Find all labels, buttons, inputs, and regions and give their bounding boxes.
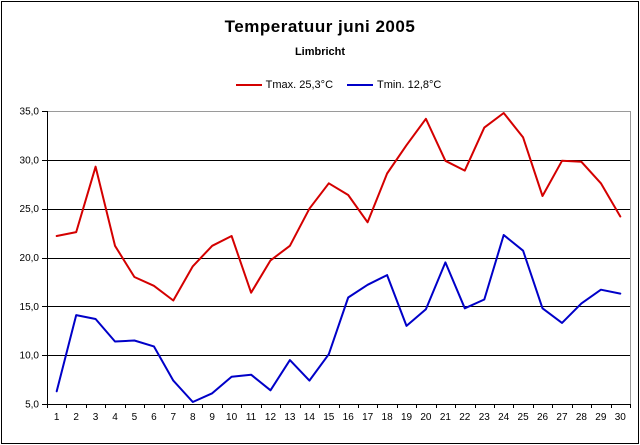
series-line-tmax [55,112,622,302]
x-tick-label: 28 [576,412,588,423]
x-tick-label: 5 [132,412,138,423]
series-line-tmin [55,234,622,403]
x-tick-label: 4 [112,412,118,423]
y-tick-label: 20,0 [20,253,40,264]
x-tick-label: 20 [420,412,432,423]
y-tick-label: 15,0 [20,302,40,313]
x-tick-label: 7 [171,412,177,423]
x-tick-label: 22 [459,412,471,423]
legend-label-tmax: Tmax. 25,3°C [265,79,334,91]
x-tick-label: 18 [382,412,394,423]
y-tick-label: 35,0 [20,107,40,118]
x-tick-label: 29 [595,412,607,423]
x-tick-label: 27 [556,412,568,423]
x-tick-label: 26 [537,412,549,423]
x-tick-label: 10 [226,412,238,423]
chart-title: Temperatuur juni 2005 [224,17,416,36]
x-tick-label: 9 [209,412,215,423]
x-tick-label: 2 [73,412,79,423]
x-tick-label: 3 [93,412,99,423]
x-tick-label: 21 [440,412,452,423]
x-tick-label: 1 [54,412,60,423]
x-tick-label: 12 [265,412,277,423]
legend-item-tmax: Tmax. 25,3°C [235,79,334,91]
x-tick-label: 14 [304,412,316,423]
y-tick-label: 30,0 [20,155,40,166]
y-tick-label: 5,0 [25,400,39,411]
x-tick-label: 19 [401,412,413,423]
x-tick-label: 30 [615,412,627,423]
x-tick-label: 25 [518,412,530,423]
x-tick-label: 23 [479,412,491,423]
x-tick-label: 11 [246,412,257,423]
x-tick-label: 13 [284,412,296,423]
x-tick-label: 6 [151,412,157,423]
y-tick-label: 25,0 [20,204,40,215]
x-tick-label: 17 [362,412,374,423]
tmin-line-swatch-icon [347,84,374,86]
chart-subtitle: Limbricht [294,46,346,58]
x-tick-label: 15 [323,412,335,423]
tmax-line-swatch-icon [235,84,262,86]
y-tick-label: 10,0 [20,351,40,362]
x-tick-label: 24 [498,412,510,423]
legend-label-tmin: Tmin. 12,8°C [377,79,442,91]
x-tick-label: 16 [343,412,355,423]
x-tick-label: 8 [190,412,196,423]
legend-item-tmin: Tmin. 12,8°C [347,79,441,91]
chart-legend: Tmax. 25,3°C Tmin. 12,8°C [47,79,630,91]
